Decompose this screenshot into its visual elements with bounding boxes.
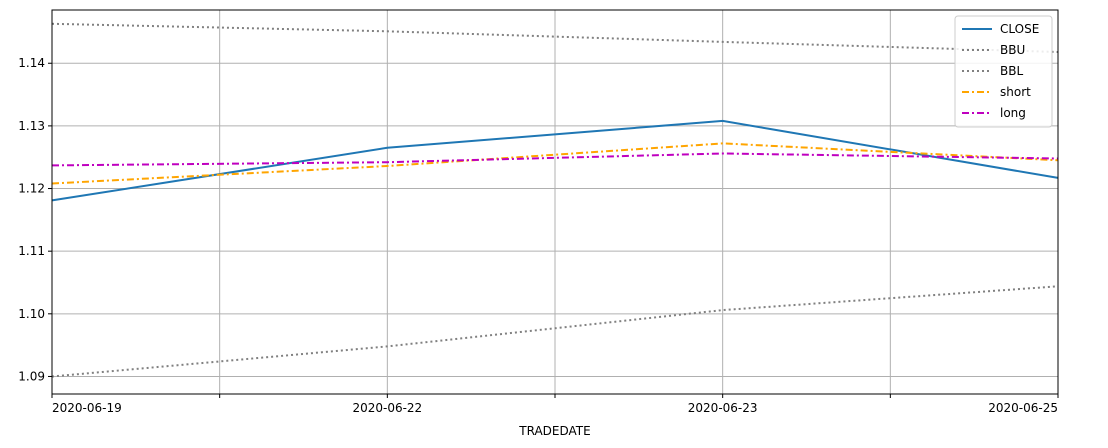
x-tick-label: 2020-06-19 [52, 401, 122, 415]
grid-lines [51, 10, 1059, 394]
series-line-short [51, 142, 1059, 185]
y-tick-label: 1.14 [18, 56, 45, 70]
y-tick-label: 1.09 [18, 369, 45, 383]
x-tick-label: 2020-06-22 [352, 401, 422, 415]
legend-label-short: short [1000, 85, 1031, 99]
legend-label-bbl: BBL [1000, 64, 1023, 78]
series-line-long [51, 152, 1059, 167]
legend-label-long: long [1000, 106, 1026, 120]
series-line-bbl [51, 285, 1059, 378]
y-tick-label: 1.12 [18, 182, 45, 196]
x-tick-label: 2020-06-25 [988, 401, 1058, 415]
y-tick-label: 1.13 [18, 119, 45, 133]
y-tick-label: 1.10 [18, 307, 45, 321]
y-axis: 1.09 1.10 1.11 1.12 1.13 1.14 [18, 56, 52, 383]
x-axis: 2020-06-19 2020-06-22 2020-06-23 2020-06-25 [51, 394, 1059, 415]
legend-label-close: CLOSE [1000, 22, 1039, 36]
y-tick-label: 1.11 [18, 244, 45, 258]
series-lines [51, 22, 1059, 378]
legend-label-bbu: BBU [1000, 43, 1025, 57]
x-axis-label: TRADEDATE [518, 424, 590, 438]
x-tick-label: 2020-06-23 [688, 401, 758, 415]
legend: CLOSE BBU BBL short long [954, 15, 1053, 128]
legend-box [954, 15, 1053, 128]
